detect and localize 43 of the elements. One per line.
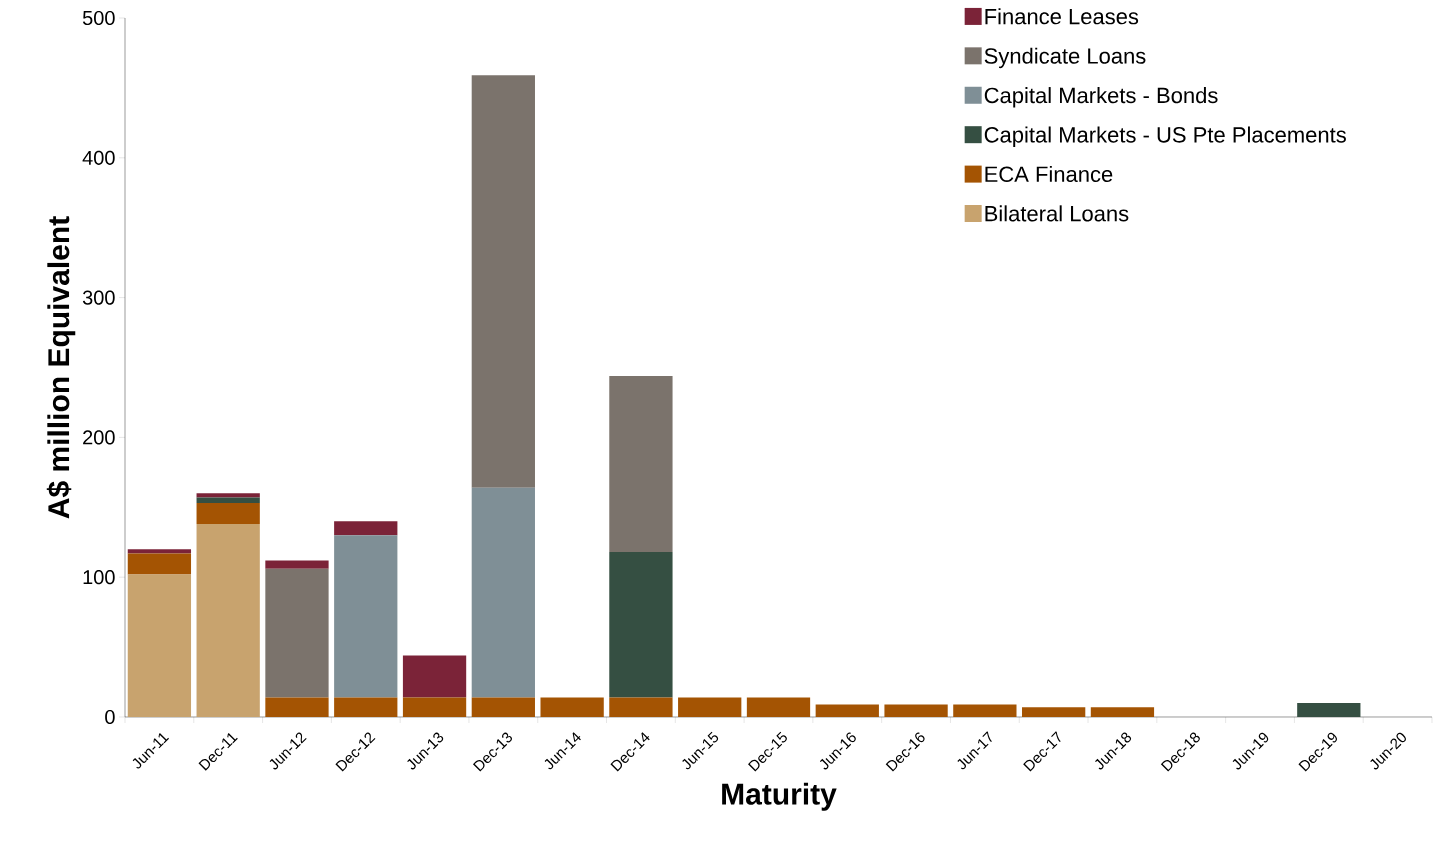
bar: [127, 549, 192, 554]
y-tick-label: 0: [105, 709, 115, 725]
bar: [196, 503, 260, 525]
bar: [265, 560, 329, 569]
bar: [609, 552, 673, 698]
bar: [540, 697, 604, 717]
legend-label: Capital Markets - US Pte Placements: [984, 126, 1346, 147]
bar: [334, 697, 398, 717]
y-tick-label: 400: [82, 150, 115, 165]
legend-label: ECA Finance: [985, 165, 1113, 183]
bar: [1090, 707, 1155, 717]
bar: [609, 697, 673, 717]
legend-label: Capital Markets - Bonds: [984, 87, 1218, 108]
bar: [815, 704, 879, 717]
y-tick-label: 300: [82, 290, 115, 305]
bar: [334, 521, 398, 536]
bar: [402, 697, 467, 717]
y-tick-label: 500: [82, 10, 115, 26]
legend-label: Bilateral Loans: [985, 205, 1129, 222]
legend-label: Finance Leases: [985, 8, 1139, 25]
bar: [1297, 703, 1361, 717]
bar: [265, 568, 329, 698]
bar: [127, 574, 192, 717]
bar: [127, 553, 192, 575]
bar: [471, 75, 535, 488]
bar: [609, 375, 673, 553]
bar: [471, 697, 535, 717]
bar: [402, 655, 467, 698]
bar: [1022, 707, 1086, 717]
bar: [334, 535, 398, 698]
y-axis-title: A$ million Equivalent: [46, 216, 76, 519]
bar: [746, 697, 811, 717]
bar: [953, 704, 1017, 717]
bar: [265, 697, 329, 717]
bar: [196, 524, 260, 717]
legend-label: Syndicate Loans: [984, 47, 1146, 69]
bar: [196, 493, 260, 498]
y-tick-label: 200: [83, 430, 115, 445]
x-axis-title: Maturity: [722, 782, 837, 811]
bar: [678, 697, 742, 717]
y-tick-label: 100: [83, 570, 115, 585]
bar: [884, 704, 948, 717]
bar: [471, 487, 535, 698]
